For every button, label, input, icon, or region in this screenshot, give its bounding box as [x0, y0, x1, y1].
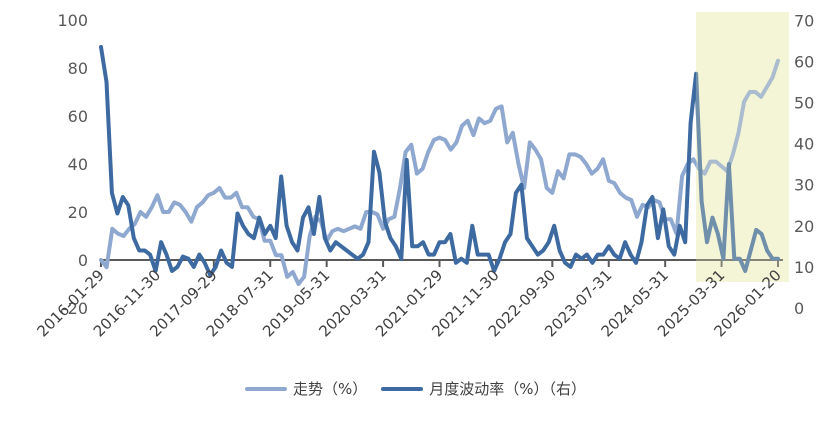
- dual-axis-line-chart: -20 0 20 40 60 80 100 0 10 20 30 40 50 60 70 2016-01-…: [33, 11, 814, 340]
- right-axis-tick-label: 60: [794, 52, 814, 71]
- left-axis-tick-label: 20: [68, 203, 88, 222]
- highlight-region: [696, 12, 789, 282]
- legend-swatch-volatility: [381, 386, 424, 391]
- right-axis-ticks: 0 10 20 30 40 50 60 70: [794, 11, 814, 318]
- left-axis-ticks: -20 0 20 40 60 80 100: [57, 11, 88, 318]
- left-axis-tick-label: -20: [62, 299, 88, 318]
- legend-swatch-trend: [244, 386, 287, 391]
- right-axis-tick-label: 30: [794, 176, 814, 195]
- left-axis-tick-label: 0: [78, 251, 88, 270]
- x-axis-labels: 2016-01-292016-11-302017-09-292018-07-31…: [33, 266, 784, 340]
- legend-label-volatility: 月度波动率（%）（右）: [429, 380, 587, 398]
- left-axis-tick-label: 100: [57, 11, 88, 30]
- left-axis-tick-label: 40: [68, 155, 88, 174]
- right-axis-tick-label: 20: [794, 217, 814, 236]
- left-axis-tick-label: 60: [68, 107, 88, 126]
- volatility-line: [99, 45, 780, 278]
- legend-label-trend: 走势（%）: [292, 380, 368, 398]
- right-axis-tick-label: 50: [794, 94, 814, 113]
- right-axis-tick-label: 10: [794, 258, 814, 277]
- right-axis-tick-label: 0: [794, 299, 804, 318]
- right-axis-tick-label: 40: [794, 135, 814, 154]
- legend-item-volatility: 月度波动率（%）（右）: [381, 378, 586, 399]
- right-axis-tick-label: 70: [794, 11, 814, 30]
- legend-item-trend: 走势（%）: [244, 378, 368, 399]
- highlight-overlay: [696, 12, 789, 282]
- chart-legend: 走势（%） 月度波动率（%）（右）: [0, 378, 831, 399]
- left-axis-tick-label: 80: [68, 59, 88, 78]
